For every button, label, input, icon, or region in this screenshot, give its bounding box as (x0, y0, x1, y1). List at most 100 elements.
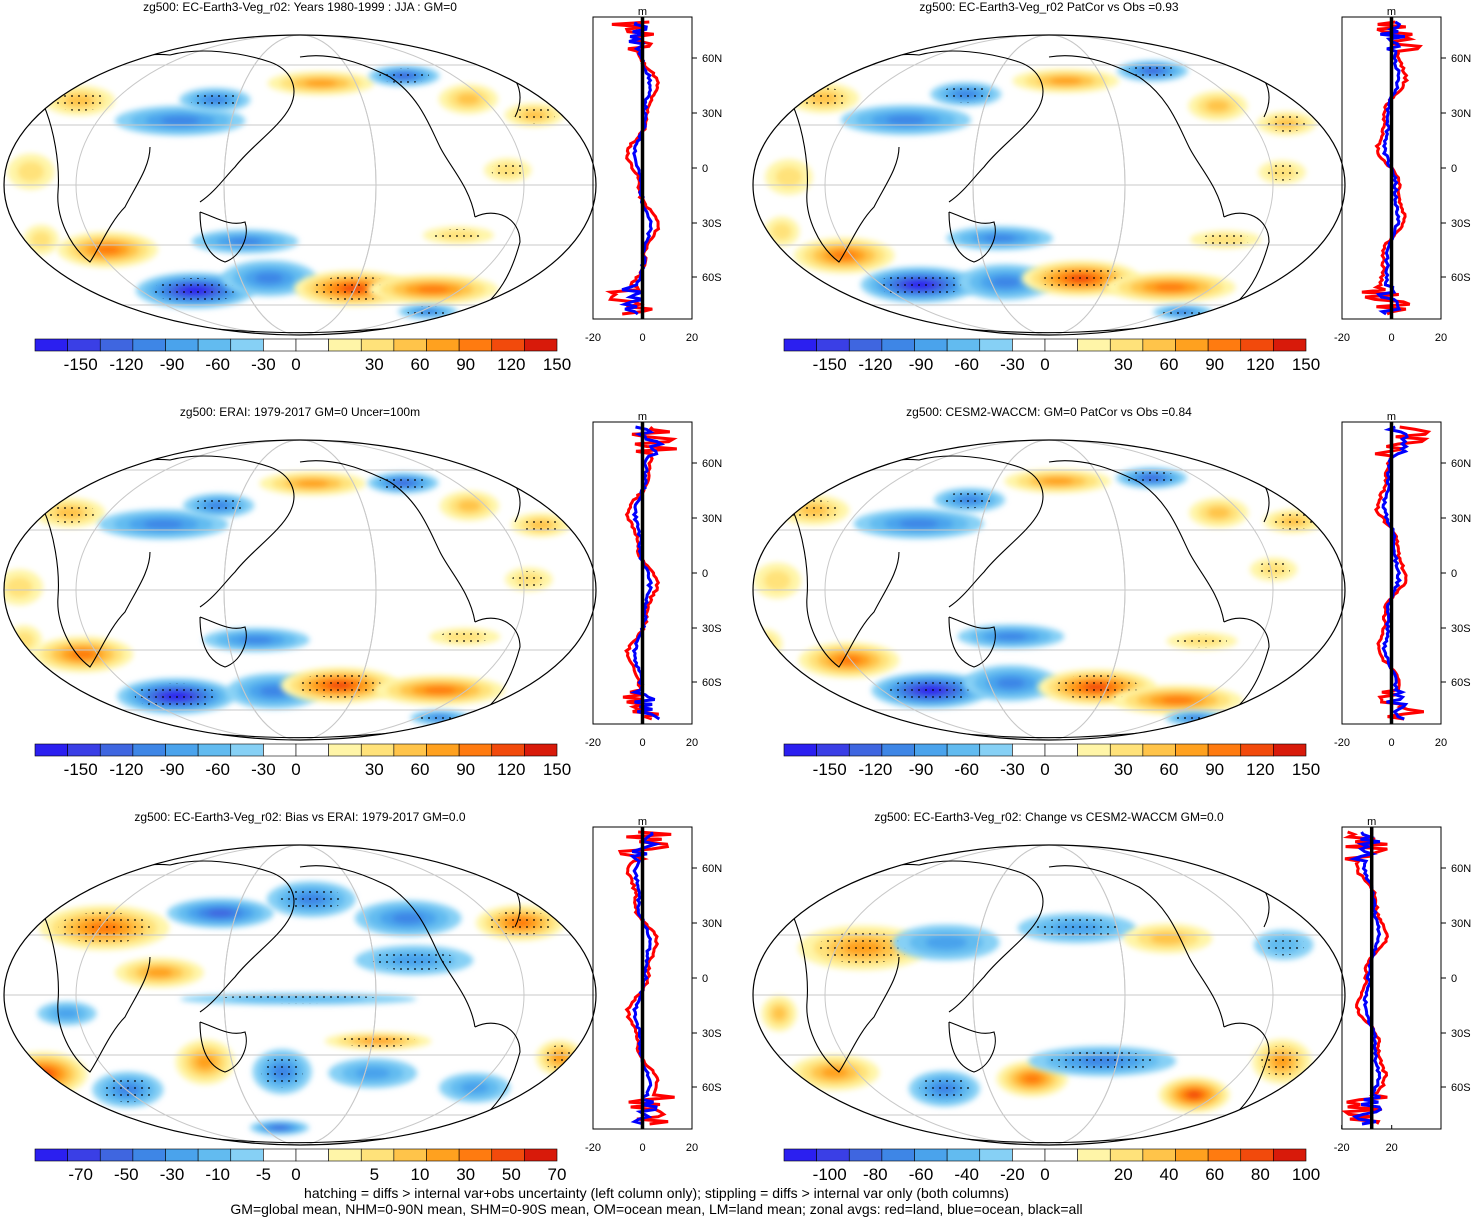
panel-5: zg500: EC-Earth3-Veg_r02: Bias vs ERAI: … (0, 810, 740, 1215)
colorbar-swatch (165, 743, 199, 757)
colorbar-swatch (1240, 1148, 1274, 1162)
panel-graphics: -150 -120 -90 -60 -30 0 30 60 90 120 150 m 60N 30N 0 30… (752, 411, 1471, 779)
colorbar-swatch (1142, 338, 1176, 352)
zonal-profile: m 60N 30N 0 30S 60S -20 0 20 (585, 816, 722, 1154)
lat-label: 0 (702, 973, 708, 985)
colorbar-swatch (783, 1148, 817, 1162)
map-border (752, 439, 1346, 741)
ocean-mean-line (629, 831, 662, 1126)
colorbar-swatch (393, 338, 427, 352)
anomaly-blob (1158, 1076, 1230, 1113)
stippling (215, 994, 382, 1004)
lat-label: 0 (1451, 568, 1457, 580)
colorbar-swatch (1175, 743, 1209, 757)
colorbar-label: 30 (1114, 760, 1133, 779)
lat-label: 30S (702, 1028, 722, 1040)
anomaly-blob (1004, 469, 1111, 494)
colorbar-swatch (1044, 743, 1078, 757)
colorbar-label: -150 (64, 760, 98, 779)
lat-label: 60N (1451, 53, 1471, 65)
colorbar-label: -150 (64, 355, 98, 374)
colorbar-swatch (360, 743, 395, 757)
anomaly-blob (37, 1001, 97, 1026)
profile-tick-label: -20 (1334, 1142, 1350, 1154)
anomaly-blob (892, 924, 1000, 961)
profile-tick-label: 0 (1388, 737, 1394, 749)
lat-label: 60S (1451, 1082, 1471, 1094)
colorbar-label: 150 (543, 355, 571, 374)
profile-unit: m (1387, 411, 1396, 423)
lat-label: 60N (702, 863, 722, 875)
colorbar-swatch (1207, 338, 1242, 352)
colorbar-swatch (132, 1148, 166, 1162)
panel-title: zg500: CESM2-WACCM: GM=0 PatCor vs Obs =… (906, 405, 1192, 419)
colorbar-label: 30 (1114, 355, 1133, 374)
colorbar-swatch (914, 1148, 948, 1162)
colorbar-swatch (328, 1148, 362, 1162)
stippling (280, 886, 343, 912)
panel-title: zg500: EC-Earth3-Veg_r02: Bias vs ERAI: … (134, 810, 466, 824)
stippling (1177, 634, 1227, 648)
stippling (58, 912, 150, 944)
anomaly-blob (367, 274, 499, 305)
world-map (3, 34, 597, 336)
colorbar-label: -10 (205, 1165, 230, 1184)
anomaly-blob (946, 226, 1053, 251)
lat-label: 30N (702, 918, 722, 930)
colorbar-label: -20 (1000, 1165, 1025, 1184)
panel-title: zg500: EC-Earth3-Veg_r02: Change vs CESM… (874, 810, 1224, 824)
colorbar-swatch (426, 338, 460, 352)
stippling (134, 683, 218, 709)
ocean-mean-line (629, 425, 666, 721)
colorbar-swatch (165, 338, 199, 352)
colorbar-label: -150 (813, 355, 847, 374)
colorbar-label: -30 (251, 760, 276, 779)
anomaly-blob (57, 231, 158, 268)
colorbar-label: 150 (543, 760, 571, 779)
colorbar-label: -60 (205, 760, 230, 779)
colorbar-label: -30 (160, 1165, 185, 1184)
colorbar-label: 0 (291, 1165, 300, 1184)
profile-unit: m (638, 6, 647, 18)
anomaly-blob (354, 900, 462, 937)
colorbar-swatch (783, 338, 817, 352)
stippling (1272, 512, 1314, 530)
colorbar-swatch (979, 743, 1013, 757)
footer-line-1: hatching = diffs > internal var+obs unce… (304, 1185, 1009, 1201)
anomaly-field (753, 35, 1345, 335)
world-map (3, 439, 597, 741)
panel-6: zg500: EC-Earth3-Veg_r02: Change vs CESM… (749, 810, 1483, 1215)
stippling (378, 475, 428, 491)
stippling (491, 161, 525, 179)
anomaly-field (4, 35, 596, 335)
anomaly-blob (765, 158, 813, 195)
colorbar-swatch (34, 743, 68, 757)
colorbar-label: -120 (109, 760, 143, 779)
colorbar-swatch (328, 743, 362, 757)
anomaly-blob (115, 957, 204, 988)
colorbar-swatch (132, 743, 166, 757)
panel-1: zg500: EC-Earth3-Veg_r02: Years 1980-199… (0, 0, 740, 405)
colorbar-swatch (99, 743, 134, 757)
panel-graphics: -150 -120 -90 -60 -30 0 30 60 90 120 150 m 60N 30N 0 30… (3, 6, 722, 374)
colorbar-swatch (816, 743, 850, 757)
colorbar-label: 60 (1160, 760, 1179, 779)
lat-label: 60S (1451, 272, 1471, 284)
colorbar-label: 40 (1160, 1165, 1179, 1184)
panel-2: zg500: EC-Earth3-Veg_r02 PatCor vs Obs =… (749, 0, 1483, 405)
colorbar-swatch (914, 338, 948, 352)
anomaly-blob (761, 995, 797, 1032)
colorbar-label: -60 (205, 355, 230, 374)
profile-tick-label: -20 (1334, 332, 1350, 344)
colorbar-swatch (1012, 743, 1046, 757)
map-border (752, 844, 1346, 1146)
anomaly-blob (753, 562, 801, 599)
colorbar-swatch (848, 743, 883, 757)
colorbar-swatch (1240, 338, 1274, 352)
colorbar-label: -40 (954, 1165, 979, 1184)
colorbar-swatch (1273, 1148, 1307, 1162)
lat-label: 60N (1451, 458, 1471, 470)
colorbar-swatch (426, 743, 460, 757)
colorbar-swatch (295, 338, 329, 352)
colorbar-label: 60 (411, 760, 430, 779)
